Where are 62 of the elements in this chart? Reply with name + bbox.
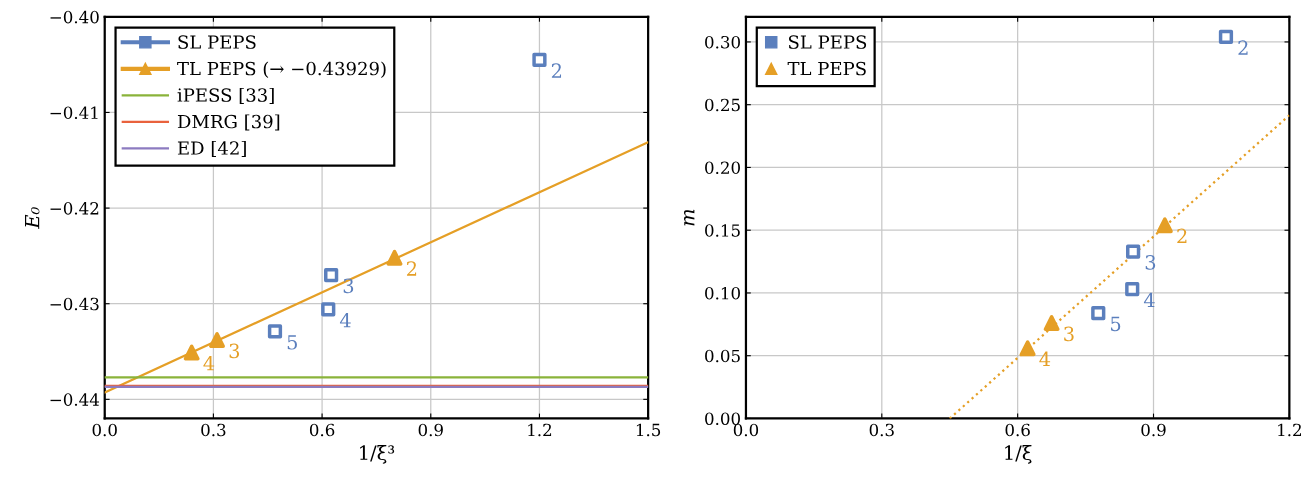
y-tick-label: −0.42 (50, 202, 99, 215)
x-tick-label: 0.0 (92, 423, 117, 437)
y-tick-label: −0.43 (50, 297, 99, 311)
point (324, 267, 339, 283)
point (1126, 244, 1141, 259)
y-axis-title: E₀ (25, 207, 40, 229)
x-tick-label: 0.3 (201, 423, 226, 437)
y-tick-label: 0.30 (705, 35, 740, 49)
legend-label: TL PEPS (→ −0.43929) (177, 61, 386, 78)
x-axis-title: 1/ξ (1005, 445, 1032, 464)
point (183, 344, 200, 361)
y-tick-label: −0.44 (50, 393, 100, 406)
point (1218, 29, 1234, 45)
x-axis-title: 1/ξ³ (360, 445, 395, 464)
legend-label: SL PEPS (178, 35, 256, 49)
x-tick-label: 0.9 (418, 423, 443, 437)
y-tick-label: 0.15 (705, 224, 740, 237)
annotation: 4 (339, 312, 351, 328)
y-axis-title: m (684, 209, 695, 226)
point (321, 302, 336, 317)
x-tick-label: 1.2 (1278, 423, 1301, 437)
y-tick-label: −0.41 (50, 106, 98, 120)
y-tick-label: 0.20 (705, 161, 740, 175)
annotation: 3 (1145, 254, 1156, 270)
annotation: 3 (229, 343, 240, 359)
annotation: 5 (1111, 316, 1121, 332)
x-tick-label: 0.9 (1141, 423, 1166, 437)
legend-label: iPESS [33] (177, 87, 274, 104)
annotation: 2 (551, 63, 562, 78)
x-tick-label: 1.5 (636, 423, 661, 437)
point (267, 324, 283, 339)
x-tick-label: 0.6 (309, 423, 335, 437)
point (1019, 340, 1036, 357)
y-tick-label: 0.00 (705, 412, 740, 426)
point (1091, 305, 1106, 321)
annotation: 2 (1177, 228, 1187, 244)
x-tick-label: 0.3 (869, 423, 894, 437)
x-tick-label: 1.2 (528, 423, 552, 437)
point (209, 332, 225, 349)
annotation: 4 (1039, 351, 1051, 367)
legend-label: ED [42] (177, 140, 246, 157)
annotation: 3 (1064, 326, 1074, 342)
y-tick-label: 0.25 (705, 98, 740, 112)
point (1156, 217, 1173, 234)
annotation: 2 (406, 261, 417, 276)
point (1125, 282, 1140, 297)
annotation: 4 (1143, 292, 1155, 308)
annotation: 3 (343, 278, 354, 294)
legend-label: DMRG [39] (177, 114, 280, 131)
legend-label: SL PEPS (789, 35, 867, 49)
y-tick-label: 0.10 (705, 286, 740, 300)
y-tick-label: 0.05 (705, 349, 740, 363)
legend-label: TL PEPS (787, 61, 866, 76)
point (386, 249, 403, 266)
point (1043, 315, 1060, 332)
annotation: 4 (203, 355, 215, 371)
point (532, 52, 547, 67)
annotation: 5 (287, 335, 297, 350)
annotation: 2 (1238, 40, 1248, 55)
x-tick-label: 0.6 (1005, 423, 1030, 437)
y-tick-label: −0.40 (50, 10, 99, 24)
x-tick-label: 0.0 (733, 423, 759, 437)
